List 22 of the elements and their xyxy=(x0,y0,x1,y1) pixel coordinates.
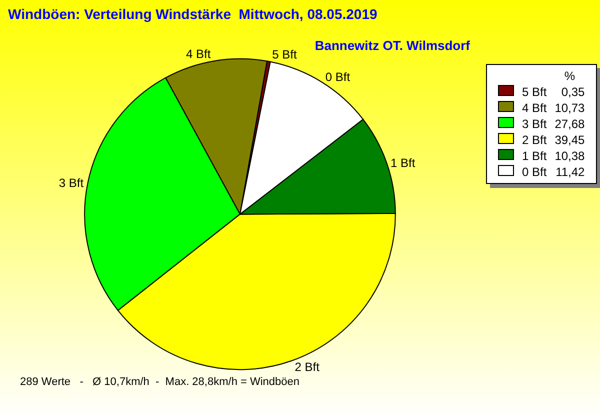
slice-label: 4 Bft xyxy=(186,47,212,62)
text: 289 Werte - Ø 10,7km/h - Max. 28,8km/h = Windböen xyxy=(20,376,300,388)
data-label: 11,42 xyxy=(554,165,586,179)
chart-subtitle: Bannewitz OT. Wilmsdorf xyxy=(314,38,470,53)
data-label: 0,35 xyxy=(560,85,586,99)
slice-label: 0 Bft xyxy=(325,70,351,84)
slice-label: 2 Bft xyxy=(294,360,320,374)
data-label: 10,73 xyxy=(554,101,586,115)
legend-label: 5 Bft xyxy=(521,85,548,99)
legend-label: 1 Bft xyxy=(521,149,548,163)
legend-label: 3 Bft xyxy=(521,117,548,131)
chart-title: Windböen: Verteilung Windstärke Mittwoch, 08.05.2019 xyxy=(8,6,378,22)
slice-label: 3 Bft xyxy=(58,176,84,190)
slice-label: 1 Bft xyxy=(390,156,416,170)
legend-title: % xyxy=(563,69,576,83)
legend-label: 4 Bft xyxy=(521,101,548,115)
data-label: 27,68 xyxy=(554,117,586,131)
slice-label: 5 Bft xyxy=(272,48,298,62)
legend-label: 0 Bft xyxy=(521,165,548,179)
data-label: 39,45 xyxy=(554,133,586,147)
legend-label: 2 Bft xyxy=(521,133,548,147)
data-label: 10,38 xyxy=(554,149,586,163)
